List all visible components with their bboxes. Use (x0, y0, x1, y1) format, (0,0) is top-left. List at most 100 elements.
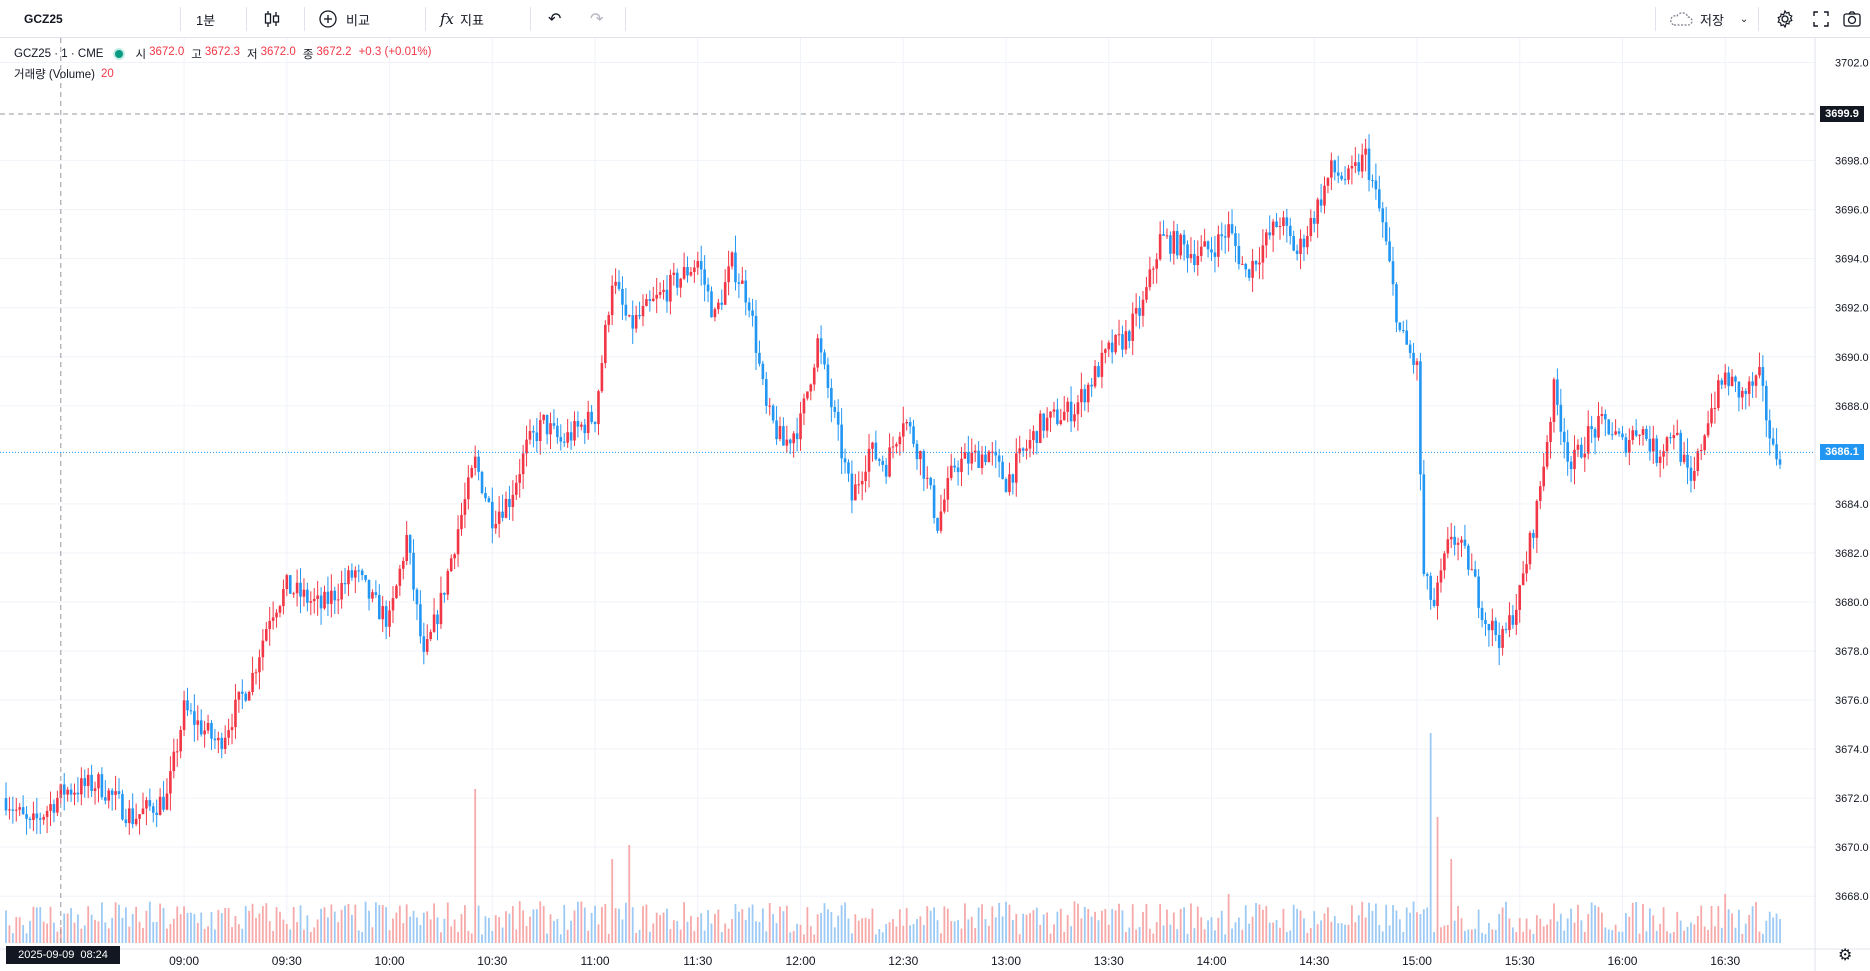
volume-bar (1703, 926, 1706, 943)
volume-bar (1323, 913, 1326, 943)
volume-bar (340, 909, 343, 943)
redo-button[interactable]: ↷ (590, 0, 603, 38)
candle-body (1155, 259, 1159, 269)
candle-body (806, 391, 809, 399)
volume-bar (327, 917, 329, 943)
candle-body (1453, 536, 1456, 545)
candle-body (1169, 235, 1172, 254)
volume-bar (508, 913, 511, 943)
volume-bar (142, 927, 144, 943)
compare-button[interactable]: 비교 (318, 0, 370, 38)
volume-bar (131, 914, 134, 943)
x-axis-tick-label: 13:30 (1094, 954, 1124, 968)
save-button[interactable]: 저장 ⌄ (1668, 0, 1748, 38)
volume-bar (128, 926, 131, 943)
volume-bar (1364, 917, 1367, 943)
volume-bar (535, 909, 538, 943)
candle-body (710, 291, 713, 318)
chart-type-button[interactable] (262, 0, 282, 38)
candle-body (847, 462, 850, 474)
volume-bar (1666, 931, 1668, 943)
candle-body (350, 570, 354, 578)
undo-button[interactable]: ↶ (548, 0, 561, 38)
candle-body (593, 422, 597, 425)
candle-body (552, 423, 556, 426)
candle-body (432, 614, 436, 632)
volume-bar (635, 932, 638, 943)
volume-bar (847, 918, 850, 943)
candle-body (597, 391, 600, 425)
cloud-icon (1670, 12, 1693, 26)
candle-body (110, 790, 114, 795)
screenshot-button[interactable] (1842, 0, 1862, 38)
volume-bar (542, 906, 545, 943)
chart-settings-button[interactable]: ⚙ (1838, 944, 1852, 966)
volume-bar (909, 925, 912, 943)
indicators-button[interactable]: fx 지표 (440, 0, 484, 38)
toolbar-divider (304, 7, 305, 31)
symbol-search[interactable]: GCZ25 (24, 0, 63, 38)
volume-bar (1676, 911, 1679, 943)
candle-body (583, 424, 587, 434)
candle-body (1271, 221, 1275, 236)
volume-bar (1618, 931, 1620, 943)
candle-body (1542, 466, 1545, 487)
volume-bar (1412, 901, 1415, 943)
candle-body (264, 629, 268, 641)
volume-bar (422, 912, 425, 943)
volume-bar (648, 931, 651, 943)
volume-bar (1053, 924, 1055, 943)
candle-body (203, 730, 206, 735)
candle-body (881, 460, 885, 465)
volume-bar (487, 917, 490, 943)
candle-body (932, 485, 936, 518)
volume-bar (176, 906, 179, 943)
candle-body (1018, 448, 1022, 454)
settings-button[interactable] (1775, 0, 1795, 38)
volume-bar (666, 908, 668, 943)
candle-body (1004, 479, 1008, 493)
volume-bar (1347, 924, 1350, 943)
volume-bar (145, 910, 148, 943)
volume-bar (1203, 929, 1206, 943)
candle-body (1408, 344, 1412, 353)
candle-body (172, 751, 176, 772)
volume-bar (344, 905, 346, 943)
candle-body (1504, 629, 1508, 631)
candle-body (1559, 404, 1563, 432)
volume-bar (611, 859, 614, 943)
candle-body (1778, 459, 1782, 465)
price-chart[interactable]: 3702.0 3698.0 3696.0 3694.0 3692.0 3690.0 3688… (0, 38, 1870, 971)
volume-bar (614, 908, 617, 943)
candle-body (1038, 413, 1042, 443)
volume-bar (1429, 733, 1432, 943)
fullscreen-button[interactable] (1812, 0, 1830, 38)
candle-body (1196, 255, 1200, 266)
candle-body (1473, 569, 1477, 577)
volume-bar (714, 913, 716, 943)
volume-bar (251, 903, 254, 943)
candle-body (960, 458, 963, 473)
volume-bar (1577, 904, 1579, 943)
series-legend: GCZ25 · 1 · CME 시 3672.0 고 3672.3 저 3672.0 … (14, 46, 431, 62)
candle-body (1199, 246, 1203, 256)
candle-body (1576, 444, 1580, 450)
candle-body (538, 420, 542, 442)
volume-bar (874, 934, 877, 943)
interval-button[interactable]: 1분 (196, 0, 215, 38)
volume-bar (1128, 927, 1131, 943)
volume-bar (220, 913, 223, 943)
volume-bar (1542, 926, 1545, 943)
open-label: 시 (135, 49, 147, 61)
candle-body (819, 338, 823, 353)
volume-bar (943, 906, 946, 943)
candle-body (1288, 225, 1292, 237)
volume-bar (1700, 905, 1703, 943)
volume-bar (933, 907, 935, 943)
volume-bar (1227, 894, 1230, 943)
volume-bar (1741, 933, 1744, 943)
volume-bar (950, 921, 953, 943)
volume-bar (1717, 906, 1720, 943)
volume-bar (412, 910, 415, 943)
market-status-dot[interactable] (115, 50, 124, 58)
